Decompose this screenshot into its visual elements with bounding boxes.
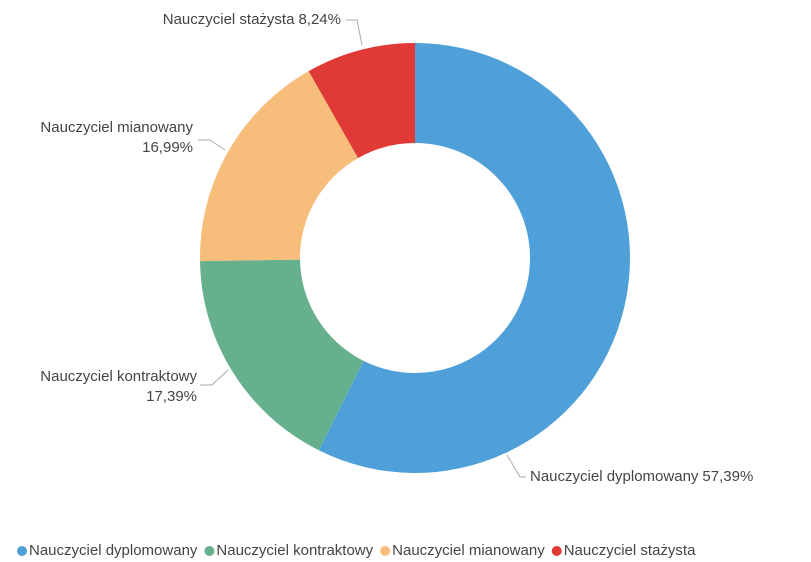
slice — [200, 71, 359, 262]
legend-marker — [204, 546, 215, 556]
label-name: Nauczyciel stażysta — [163, 11, 295, 28]
leader-line — [198, 139, 226, 151]
legend-marker — [380, 546, 391, 556]
slice-label: Nauczyciel kontraktowy 17,39% — [40, 368, 197, 405]
label-value: 16,99% — [142, 139, 193, 156]
legend-label: Nauczyciel mianowany — [392, 542, 545, 559]
label-name: Nauczyciel mianowany — [40, 119, 193, 136]
label-value: 17,39% — [146, 388, 197, 405]
leader-line — [506, 454, 526, 478]
legend-marker — [17, 546, 27, 556]
slice-label: Nauczyciel stażysta 8,24% — [163, 11, 341, 28]
label-value: 57,39% — [702, 468, 753, 485]
leader-line — [346, 19, 363, 46]
legend-label: Nauczyciel stażysta — [564, 542, 696, 559]
slice — [308, 43, 415, 159]
slice-label: Nauczyciel dyplomowany 57,39% — [530, 468, 753, 485]
label-value: 8,24% — [298, 11, 341, 28]
label-name: Nauczyciel dyplomowany — [530, 468, 699, 485]
label-name: Nauczyciel kontraktowy — [40, 368, 197, 385]
slice — [200, 259, 364, 451]
legend-label: Nauczyciel kontraktowy — [216, 542, 373, 559]
legend-label: Nauczyciel dyplomowany — [29, 542, 198, 559]
legend-marker — [551, 546, 562, 556]
slice — [318, 43, 630, 474]
slice-label: Nauczyciel mianowany 16,99% — [40, 119, 193, 156]
leader-line — [200, 369, 229, 386]
